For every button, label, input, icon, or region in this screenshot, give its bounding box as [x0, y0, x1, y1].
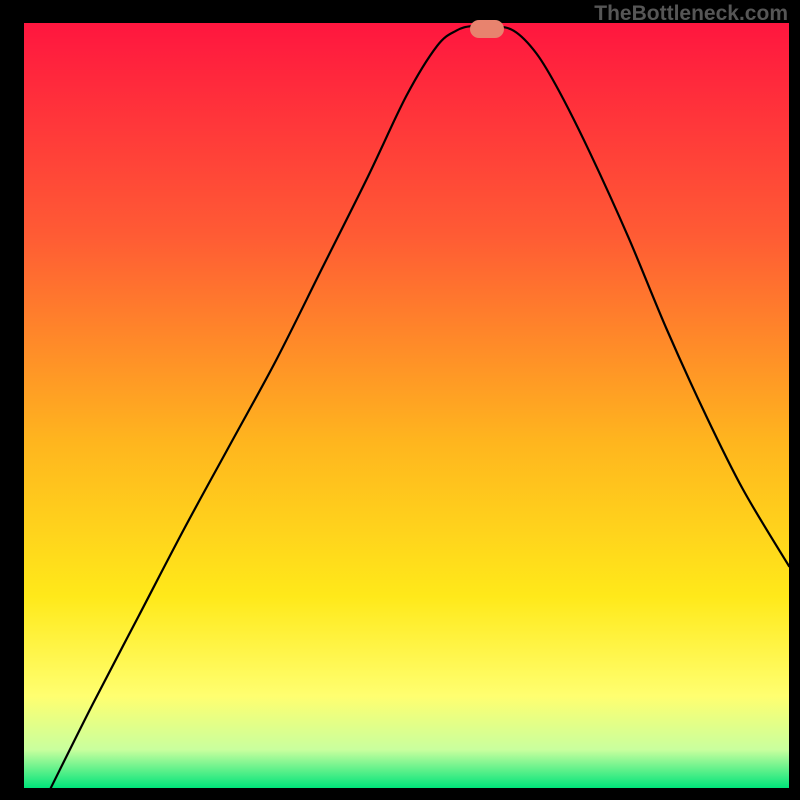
- optimal-marker: [470, 20, 504, 38]
- bottleneck-curve: [24, 23, 789, 788]
- chart-frame: TheBottleneck.com: [0, 0, 800, 800]
- plot-area: [24, 23, 789, 788]
- watermark-text: TheBottleneck.com: [594, 2, 788, 26]
